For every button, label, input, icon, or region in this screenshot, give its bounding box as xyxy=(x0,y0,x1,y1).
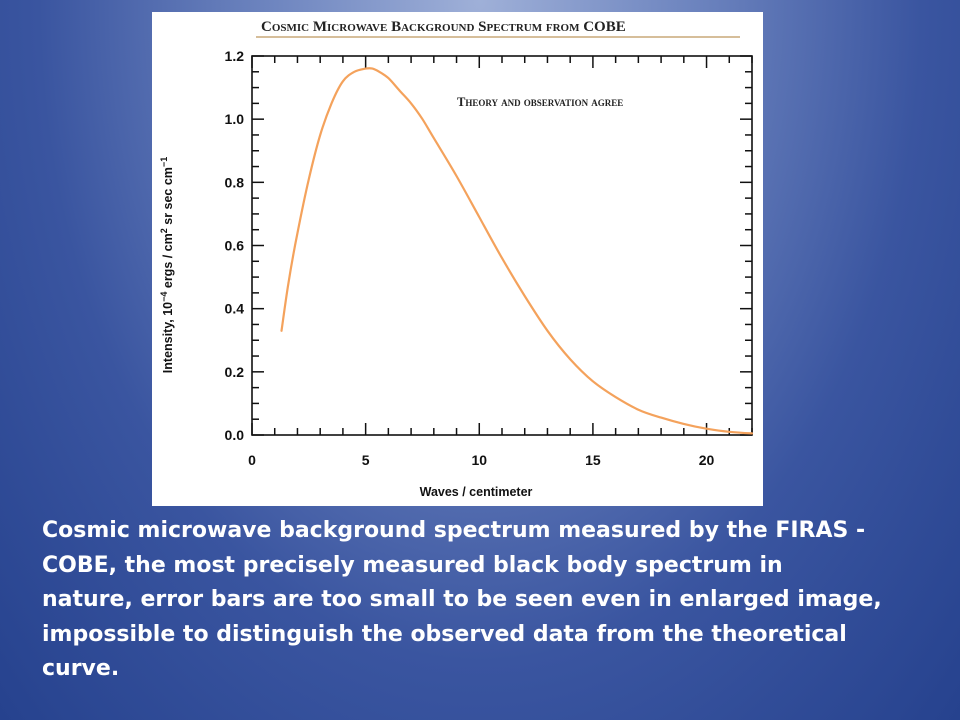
y-axis-label: Intensity, 10−4 ergs / cm2 sr sec cm−1 xyxy=(159,157,175,373)
y-tick-labels: 0.0 0.2 0.4 0.6 0.8 1.0 1.2 xyxy=(225,48,245,443)
y-label-exp3: −1 xyxy=(159,157,169,167)
chart-panel: Cosmic Microwave Background Spectrum fro… xyxy=(152,12,763,506)
chart-annotation: Theory and observation agree xyxy=(457,95,623,109)
spectrum-curve xyxy=(280,67,754,435)
x-tick-label: 0 xyxy=(248,452,256,468)
y-tick-label: 1.2 xyxy=(225,48,245,64)
y-label-exp2: 2 xyxy=(159,228,169,233)
x-tick-label: 5 xyxy=(362,452,370,468)
y-label-exp1: −4 xyxy=(159,292,169,302)
x-tick-label: 10 xyxy=(471,452,487,468)
y-tick-label: 0.8 xyxy=(225,174,245,190)
spectrum-chart: Cosmic Microwave Background Spectrum fro… xyxy=(159,19,754,499)
y-label-prefix: Intensity, 10 xyxy=(161,302,175,373)
y-tick-label: 1.0 xyxy=(225,111,245,127)
x-tick-label: 15 xyxy=(585,452,601,468)
slide-caption: Cosmic microwave background spectrum mea… xyxy=(42,518,882,681)
y-tick-label: 0.4 xyxy=(225,301,245,317)
x-tick-label: 20 xyxy=(699,452,715,468)
y-tick-label: 0.6 xyxy=(225,238,245,254)
chart-title: Cosmic Microwave Background Spectrum fro… xyxy=(261,19,626,35)
x-axis-label: Waves / centimeter xyxy=(420,485,533,499)
x-tick-labels: 0 5 10 15 20 xyxy=(248,452,714,468)
y-label-mid: ergs / cm xyxy=(161,233,175,291)
axis-ticks xyxy=(251,55,753,436)
y-tick-label: 0.0 xyxy=(225,427,245,443)
y-label-mid2: sr sec cm xyxy=(161,167,175,228)
y-tick-label: 0.2 xyxy=(225,364,245,380)
